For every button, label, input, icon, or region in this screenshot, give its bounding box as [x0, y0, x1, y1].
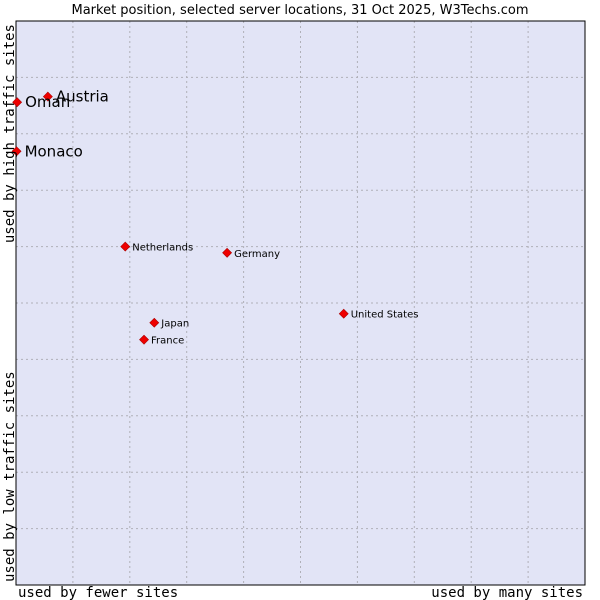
- point-label: Japan: [160, 319, 189, 330]
- point-label: Oman: [25, 93, 70, 111]
- plot-border: [15, 20, 586, 586]
- point-marker: [222, 247, 233, 258]
- point-label: France: [151, 336, 184, 347]
- y-axis-label-top: used by high traffic sites: [2, 24, 18, 243]
- data-point-france: France: [139, 334, 184, 347]
- point-marker: [11, 146, 22, 157]
- data-point-japan: Japan: [149, 317, 189, 330]
- point-marker: [120, 241, 131, 252]
- data-point-austria: Austria: [42, 88, 109, 106]
- point-label: Austria: [56, 88, 109, 106]
- point-marker: [42, 91, 53, 102]
- grid-lines: [16, 21, 585, 585]
- y-axis-label-bottom: used by low traffic sites: [2, 371, 18, 582]
- point-marker: [12, 97, 23, 108]
- data-point-netherlands: Netherlands: [120, 241, 193, 254]
- data-point-monaco: Monaco: [11, 142, 83, 160]
- data-point-united-states: United States: [338, 308, 419, 321]
- point-marker: [139, 334, 149, 345]
- x-axis-label-right: used by many sites: [431, 585, 583, 600]
- x-axis-label-left: used by fewer sites: [18, 585, 178, 600]
- data-point-oman: Oman: [12, 93, 70, 111]
- point-label: Germany: [234, 249, 280, 260]
- point-label: Netherlands: [132, 243, 193, 254]
- point-marker: [338, 308, 349, 319]
- point-label: Monaco: [25, 142, 83, 160]
- chart-title: Market position, selected server locatio…: [71, 3, 528, 18]
- data-point-germany: Germany: [222, 247, 280, 260]
- point-label: United States: [351, 310, 419, 321]
- point-marker: [149, 317, 160, 328]
